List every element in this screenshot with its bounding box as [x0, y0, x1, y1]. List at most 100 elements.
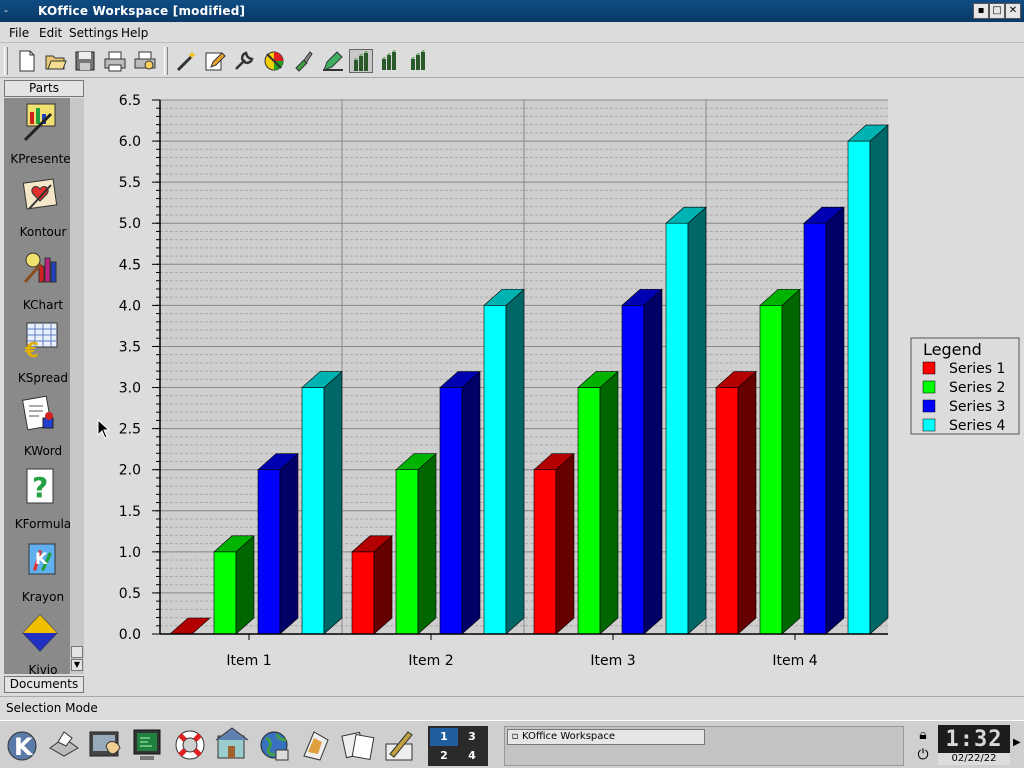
chart-type-3-button[interactable]	[407, 49, 431, 73]
part-kivio[interactable]: Kivio	[4, 611, 70, 674]
desktop-4[interactable]: 4	[468, 749, 476, 762]
panel-hide-arrow-icon[interactable]: ▶	[1013, 737, 1021, 748]
x-tick-label: Item 3	[590, 653, 635, 669]
bar-2-2-top	[395, 453, 437, 470]
legend-label: Series 1	[949, 361, 1005, 377]
magic-wand-icon	[176, 51, 196, 72]
launcher-terminal[interactable]	[88, 726, 124, 764]
desktop-3[interactable]: 3	[468, 730, 476, 743]
fill-button[interactable]	[291, 49, 315, 73]
print-button[interactable]	[103, 49, 127, 73]
bar-2-3-top	[577, 371, 619, 388]
bar-2-1-top	[213, 535, 255, 553]
scroll-up-button[interactable]	[71, 646, 83, 658]
edit-button[interactable]	[203, 49, 227, 73]
part-kontour[interactable]: Kontour	[4, 173, 70, 246]
part-kword[interactable]: KWord	[4, 392, 70, 465]
bar-1-4-top	[715, 371, 757, 388]
status-bar: Selection Mode	[0, 696, 1024, 718]
part-label: Krayon	[21, 590, 65, 604]
bar-3-1-side	[279, 453, 299, 635]
clock-date: 02/22/22	[938, 753, 1010, 765]
bar-2-3-front	[577, 387, 601, 635]
lock-icon[interactable]: 🔒︎	[919, 727, 927, 743]
pen-button[interactable]	[321, 49, 345, 73]
colors-button[interactable]	[262, 49, 286, 73]
part-label: Kontour	[19, 225, 67, 239]
part-kchart[interactable]: KChart	[4, 246, 70, 319]
bar-4-4-front	[847, 140, 871, 635]
chart-type-2-button[interactable]	[378, 49, 402, 73]
clock[interactable]: 1:32 02/22/22	[938, 725, 1010, 765]
menu-file[interactable]: File	[9, 26, 30, 40]
bar-4-2-side	[505, 288, 525, 635]
window-icon: ▫	[511, 731, 519, 742]
logout-icon[interactable]: ⏻	[917, 747, 929, 763]
legend-label: Series 2	[949, 380, 1005, 396]
bar-2-4-top	[759, 289, 801, 306]
new-document-icon	[19, 50, 35, 72]
scroll-down-button[interactable]: ▼	[71, 659, 83, 671]
part-krayon[interactable]: K Krayon	[4, 538, 70, 611]
wizard-button[interactable]	[174, 49, 198, 73]
launcher-browser[interactable]	[256, 726, 292, 764]
close-button[interactable]: ✕	[1005, 3, 1021, 19]
desktop-2[interactable]: 2	[440, 749, 448, 762]
kde-panel: K 1 3 2 4 ▫ KOffice Workspace 🔒︎ ⏻ 1:32	[0, 720, 1024, 768]
part-kformula[interactable]: ? KFormula	[4, 465, 70, 538]
launcher-help[interactable]	[172, 726, 208, 764]
kontour-icon	[22, 178, 58, 210]
open-button[interactable]	[44, 49, 68, 73]
svg-text:?: ?	[32, 471, 48, 504]
part-kpresenter[interactable]: KPresenter	[4, 100, 70, 173]
launcher-printer[interactable]	[46, 726, 82, 764]
launcher-office[interactable]	[298, 726, 334, 764]
menu-settings[interactable]: Settings	[69, 26, 119, 40]
y-tick-label: 5.5	[119, 175, 141, 191]
part-label: KChart	[22, 298, 64, 312]
chart-canvas[interactable]: Item 1 Item 2 Item 3 Item 4 0.0 0.5 1.0 1.5 2.0 2…	[86, 80, 1024, 696]
menu-edit[interactable]: Edit	[39, 26, 63, 40]
y-tick-label: 3.0	[119, 381, 141, 397]
print-preview-button[interactable]	[133, 49, 157, 73]
settings-button[interactable]	[232, 49, 256, 73]
k-menu-button[interactable]: K	[4, 726, 40, 764]
part-kspread[interactable]: € KSpread	[4, 319, 70, 392]
new-document-button[interactable]	[15, 49, 39, 73]
legend-title: Legend	[923, 340, 982, 359]
globe-icon	[260, 731, 289, 761]
status-text: Selection Mode	[6, 701, 98, 715]
bar-3-3-side	[643, 288, 663, 635]
toolbar-handle-2[interactable]	[164, 47, 168, 75]
launcher-editor[interactable]	[382, 726, 418, 764]
parts-header-button[interactable]: Parts	[4, 80, 84, 97]
minimize-button[interactable]: ▪	[973, 3, 989, 19]
toolbar-handle[interactable]	[4, 47, 8, 75]
y-tick-label: 2.5	[119, 422, 141, 438]
kchart-icon	[23, 252, 57, 283]
save-button[interactable]	[73, 49, 97, 73]
x-tick-label: Item 2	[408, 653, 453, 669]
clock-time: 1:32	[945, 727, 1003, 752]
menu-help[interactable]: Help	[121, 26, 149, 40]
bar-1-2-side	[373, 535, 393, 635]
bar-4-3-side	[687, 206, 707, 635]
notes-icon	[341, 731, 375, 760]
window-menu-icon[interactable]: -=*=-	[4, 4, 32, 33]
documents-header-button[interactable]: Documents	[4, 676, 84, 693]
title-bar[interactable]: -=*=- KOffice Workspace [modified] ▪ □ ✕	[0, 0, 1024, 33]
x-tick-label: Item 4	[772, 653, 817, 669]
maximize-button[interactable]: □	[989, 3, 1005, 19]
bar-2-4-side	[781, 288, 801, 635]
desktop-1[interactable]: 1	[430, 728, 458, 746]
parts-scrollbar[interactable]: ▼	[70, 98, 84, 674]
kivio-icon	[22, 614, 58, 652]
launcher-home[interactable]	[214, 726, 250, 764]
task-button[interactable]: ▫ KOffice Workspace	[507, 729, 705, 745]
launcher-notes[interactable]	[340, 726, 376, 764]
launcher-monitor[interactable]	[130, 726, 166, 764]
bar-2-1-front	[213, 551, 237, 635]
y-tick-label: 3.5	[119, 339, 141, 355]
window-title: KOffice Workspace [modified]	[38, 4, 246, 18]
chart-type-1-button[interactable]	[349, 49, 373, 73]
